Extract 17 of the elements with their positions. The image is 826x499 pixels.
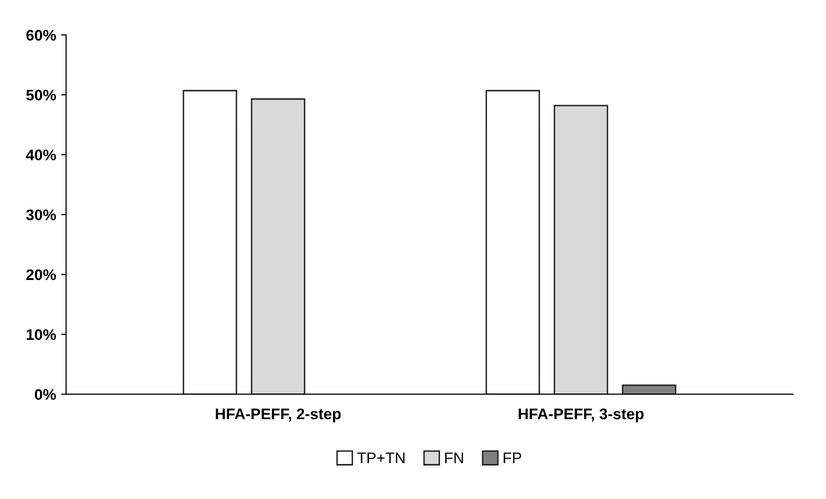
bar: [622, 384, 676, 394]
legend-label: TP+TN: [357, 452, 404, 464]
y-tick-label: 30%: [26, 209, 56, 220]
y-tick-label: 50%: [26, 90, 56, 100]
bar: [554, 104, 608, 394]
y-tick-label: 20%: [26, 269, 56, 280]
y-tick-label: 40%: [26, 150, 56, 160]
y-tick-label: 10%: [26, 329, 56, 340]
legend-label: FP: [504, 452, 522, 464]
x-tick-label: HFA-PEFF, 2-step: [216, 408, 341, 422]
bar: [182, 90, 238, 394]
y-tick-label: 60%: [26, 30, 56, 41]
y-tick-label: 0%: [34, 389, 56, 400]
bar: [250, 98, 306, 394]
bar: [486, 90, 540, 394]
x-tick-label: HFA-PEFF, 3-step: [518, 408, 644, 422]
legend-label: FN: [445, 452, 464, 464]
